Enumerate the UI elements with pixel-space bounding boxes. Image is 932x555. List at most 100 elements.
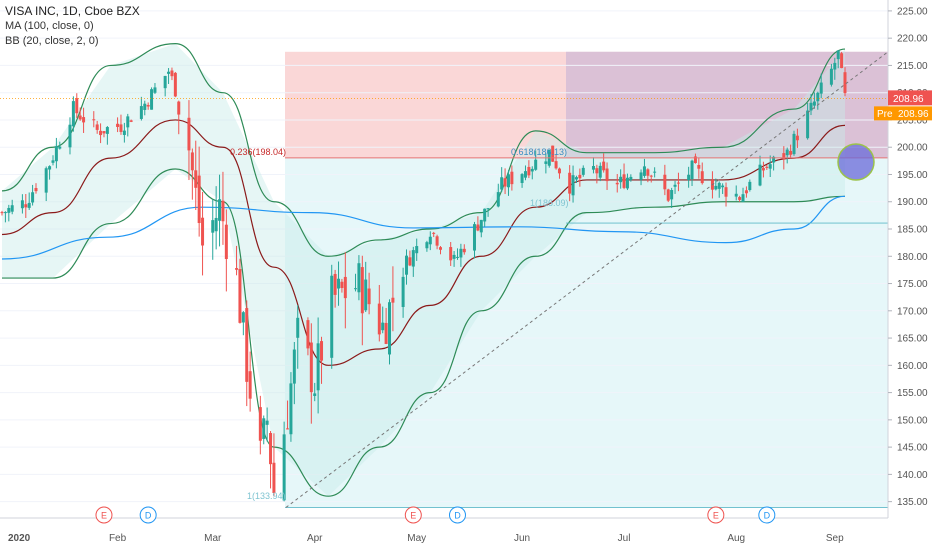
candle-body [435, 236, 439, 246]
candle-body [687, 174, 691, 181]
candle-body [313, 393, 317, 396]
candle-body [581, 167, 585, 175]
candle-body [455, 256, 459, 258]
candle-body [676, 182, 680, 184]
candle-body [201, 217, 205, 246]
candle-body [235, 268, 239, 270]
candle-body [449, 247, 453, 261]
candle-body [58, 146, 62, 149]
time-axis-label: Mar [204, 533, 222, 544]
candle-body [122, 130, 126, 135]
candle-body [99, 130, 103, 136]
time-axis-label: Sep [826, 533, 844, 544]
price-tick-label: 215.00 [897, 61, 928, 72]
event-marker-label: E [713, 511, 719, 521]
candle-body [428, 236, 432, 245]
candle-body [629, 176, 633, 180]
candle-body [367, 288, 371, 305]
candle-body [602, 161, 606, 171]
candle-body [173, 72, 177, 97]
candle-body [816, 92, 820, 102]
event-marker-dividend[interactable] [758, 506, 776, 524]
candle-body [568, 172, 572, 194]
candle-body [551, 145, 555, 162]
candle-body [354, 288, 358, 290]
candle-body [605, 168, 609, 182]
last-price-tag [888, 90, 932, 106]
event-marker-earnings[interactable] [404, 506, 422, 524]
candle-body [31, 192, 35, 203]
candle-body [724, 187, 728, 197]
candle-body [520, 174, 524, 183]
fib-label-1-low: 1(133.94) [247, 491, 286, 501]
candle-body [459, 248, 463, 258]
candle-body [170, 70, 174, 77]
candle-body [527, 166, 531, 176]
event-marker-dividend[interactable] [139, 506, 157, 524]
candle-body [744, 190, 748, 194]
candle-body [54, 146, 58, 162]
candle-body [768, 164, 772, 169]
pre-label: Pre [877, 109, 893, 120]
candle-body [690, 160, 694, 180]
candle-body [245, 308, 249, 382]
candle-body [646, 169, 650, 176]
candle-body [734, 193, 738, 197]
candle-body [571, 175, 575, 196]
candle-body [693, 156, 697, 164]
time-axis-label: May [407, 533, 426, 544]
candle-body [197, 175, 201, 224]
candle-body [486, 208, 490, 210]
event-marker-label: D [764, 511, 771, 521]
candle-body [438, 247, 442, 250]
event-marker-earnings[interactable] [95, 506, 113, 524]
candle-body [666, 189, 670, 201]
candle-body [721, 185, 725, 188]
candle-body [557, 168, 561, 174]
time-axis-label: Jun [514, 533, 530, 544]
event-marker-dividend[interactable] [448, 506, 466, 524]
event-marker-earnings[interactable] [707, 506, 725, 524]
candle-body [829, 68, 833, 85]
candle-body [357, 263, 361, 293]
candle-body [578, 174, 582, 179]
price-tick-label: 155.00 [897, 388, 928, 399]
candle-body [591, 165, 595, 170]
target-circle[interactable] [837, 143, 875, 181]
time-axis-label: Aug [727, 533, 745, 544]
candle-body [741, 194, 745, 202]
candle-body [819, 82, 823, 94]
candle-body [27, 202, 31, 208]
candle-body [221, 200, 225, 222]
fib-label-0236: 0.236(198.04) [230, 147, 286, 157]
candle-body [673, 184, 677, 187]
candle-body [139, 106, 143, 119]
pre-price-value: 208.96 [898, 109, 929, 120]
candle-body [506, 174, 510, 188]
candle-body [806, 110, 810, 139]
candle-body [150, 89, 154, 110]
candle-body [405, 255, 409, 275]
price-tick-label: 200.00 [897, 143, 928, 154]
candle-body [534, 159, 538, 170]
candle-body [286, 428, 290, 430]
price-tick-label: 205.00 [897, 115, 928, 126]
candle-body [248, 371, 252, 399]
candle-body [785, 149, 789, 156]
candle-body [496, 192, 500, 207]
candle-body [415, 246, 419, 254]
candle-body [68, 124, 72, 148]
candle-body [224, 224, 228, 260]
candle-body [292, 349, 296, 384]
candle-body [388, 302, 392, 355]
candle-body [306, 320, 310, 349]
candle-body [462, 248, 466, 253]
candle-body [649, 175, 653, 177]
fib-label-1-mid: 1(186.09) [530, 198, 569, 208]
candle-body [51, 160, 55, 163]
legend-bb: BB (20, close, 2, 0) [5, 35, 99, 47]
candle-body [554, 161, 558, 169]
time-axis-label: Feb [109, 533, 127, 544]
